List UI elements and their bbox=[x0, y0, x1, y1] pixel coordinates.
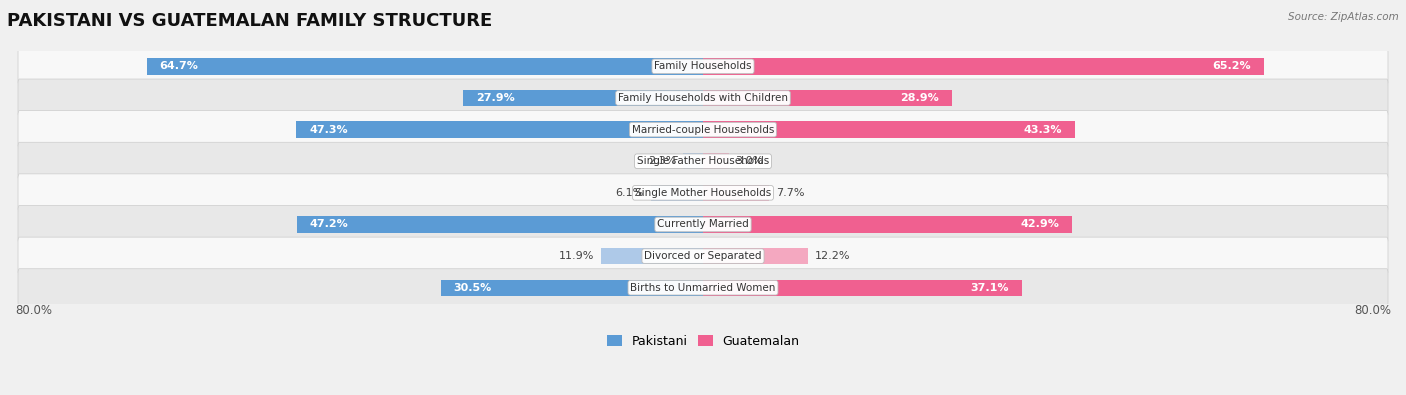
Text: 64.7%: 64.7% bbox=[159, 61, 198, 71]
FancyBboxPatch shape bbox=[18, 205, 1388, 243]
Text: 11.9%: 11.9% bbox=[558, 251, 593, 261]
FancyBboxPatch shape bbox=[18, 47, 1388, 85]
Bar bbox=[651, 184, 703, 201]
Text: 42.9%: 42.9% bbox=[1021, 220, 1059, 229]
Text: Currently Married: Currently Married bbox=[657, 220, 749, 229]
Bar bbox=[600, 248, 703, 264]
Text: Married-couple Households: Married-couple Households bbox=[631, 124, 775, 135]
Text: Family Households: Family Households bbox=[654, 61, 752, 71]
Text: 7.7%: 7.7% bbox=[776, 188, 804, 198]
Text: 65.2%: 65.2% bbox=[1212, 61, 1251, 71]
Text: 80.0%: 80.0% bbox=[15, 303, 52, 316]
Text: 3.0%: 3.0% bbox=[735, 156, 763, 166]
Bar bbox=[297, 216, 703, 233]
Bar bbox=[703, 90, 952, 106]
Bar bbox=[463, 90, 703, 106]
Bar bbox=[703, 216, 1071, 233]
Text: 27.9%: 27.9% bbox=[477, 93, 515, 103]
FancyBboxPatch shape bbox=[18, 142, 1388, 180]
Bar bbox=[146, 58, 703, 75]
FancyBboxPatch shape bbox=[18, 174, 1388, 212]
Text: 2.3%: 2.3% bbox=[648, 156, 676, 166]
Bar bbox=[703, 153, 728, 169]
Text: Single Mother Households: Single Mother Households bbox=[636, 188, 770, 198]
Bar bbox=[683, 153, 703, 169]
Text: Divorced or Separated: Divorced or Separated bbox=[644, 251, 762, 261]
Text: 47.3%: 47.3% bbox=[309, 124, 347, 135]
Bar bbox=[703, 280, 1022, 296]
FancyBboxPatch shape bbox=[18, 79, 1388, 117]
Bar bbox=[297, 121, 703, 138]
FancyBboxPatch shape bbox=[18, 111, 1388, 149]
Text: Single Father Households: Single Father Households bbox=[637, 156, 769, 166]
Bar bbox=[703, 248, 808, 264]
Legend: Pakistani, Guatemalan: Pakistani, Guatemalan bbox=[602, 330, 804, 353]
Text: 80.0%: 80.0% bbox=[1354, 303, 1391, 316]
FancyBboxPatch shape bbox=[18, 269, 1388, 307]
Bar bbox=[703, 184, 769, 201]
Bar bbox=[703, 58, 1264, 75]
Text: 28.9%: 28.9% bbox=[900, 93, 939, 103]
Text: 30.5%: 30.5% bbox=[454, 283, 492, 293]
Bar bbox=[703, 121, 1076, 138]
Text: Births to Unmarried Women: Births to Unmarried Women bbox=[630, 283, 776, 293]
Text: 37.1%: 37.1% bbox=[970, 283, 1010, 293]
Text: Family Households with Children: Family Households with Children bbox=[619, 93, 787, 103]
FancyBboxPatch shape bbox=[18, 237, 1388, 275]
Text: 12.2%: 12.2% bbox=[815, 251, 851, 261]
Text: 43.3%: 43.3% bbox=[1024, 124, 1063, 135]
Text: PAKISTANI VS GUATEMALAN FAMILY STRUCTURE: PAKISTANI VS GUATEMALAN FAMILY STRUCTURE bbox=[7, 12, 492, 30]
Text: 6.1%: 6.1% bbox=[616, 188, 644, 198]
Bar bbox=[440, 280, 703, 296]
Text: 47.2%: 47.2% bbox=[309, 220, 349, 229]
Text: Source: ZipAtlas.com: Source: ZipAtlas.com bbox=[1288, 12, 1399, 22]
